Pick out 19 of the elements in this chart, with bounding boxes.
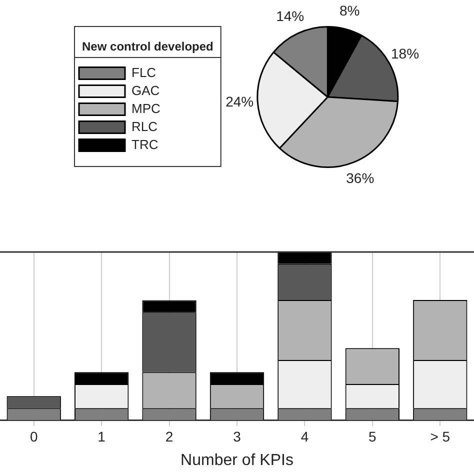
data-label: 8% <box>340 2 360 18</box>
legend-label: MPC <box>132 100 160 116</box>
x-tick-label: 4 <box>300 428 309 444</box>
x-tick-label: 3 <box>233 428 242 444</box>
legend-label: FLC <box>132 64 156 80</box>
data-label: 14% <box>276 8 304 24</box>
legend-label: TRC <box>132 136 158 152</box>
data-label: 24% <box>226 93 254 110</box>
data-label: 36% <box>346 170 374 186</box>
legend-title: New control developed <box>82 40 214 54</box>
data-label: 18% <box>390 45 420 62</box>
x-tick-label: 2 <box>165 428 174 444</box>
x-tick-label: > 5 <box>430 428 450 444</box>
legend-label: GAC <box>132 82 160 98</box>
legend-label: RLC <box>132 118 158 134</box>
x-tick-label: 0 <box>30 428 38 444</box>
x-tick-label: 1 <box>98 428 106 444</box>
x-axis-title: Number of KPIs <box>180 452 294 469</box>
x-tick-label: 5 <box>368 428 377 444</box>
